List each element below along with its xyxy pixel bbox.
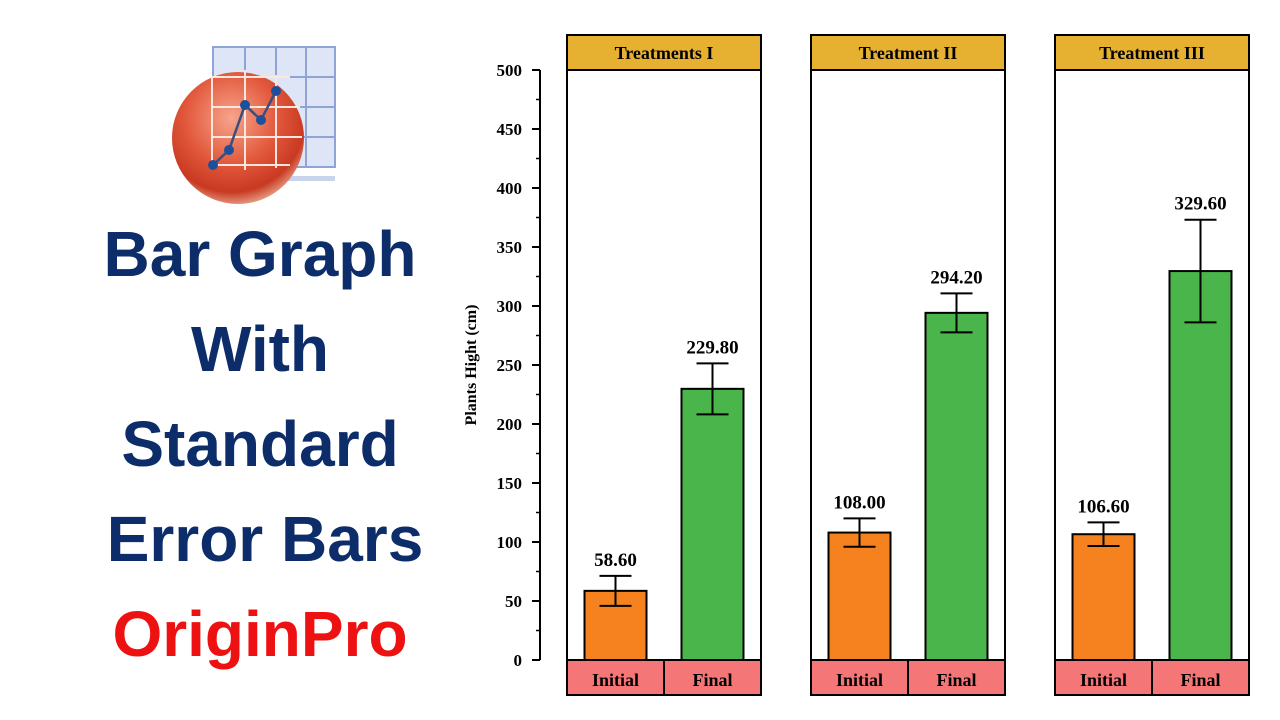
category-label: Initial [592, 670, 639, 690]
y-tick-label: 150 [497, 474, 523, 493]
bar-final [924, 311, 989, 661]
y-tick-label: 50 [505, 592, 522, 611]
y-tick-label: 400 [497, 179, 523, 198]
bar-initial [827, 531, 892, 661]
title-line-1: Bar Graph [103, 218, 417, 290]
data-label: 58.60 [594, 550, 637, 571]
panel-header [810, 34, 1006, 71]
y-tick-label: 300 [497, 297, 523, 316]
category-label: Final [1180, 670, 1220, 690]
category-cell [907, 659, 1006, 696]
y-tick-label: 500 [497, 61, 523, 80]
category-label: Initial [836, 670, 883, 690]
title-line-3: Standard [121, 408, 399, 480]
panel-header [1054, 34, 1250, 71]
y-tick-label: 100 [497, 533, 523, 552]
category-label: Final [692, 670, 732, 690]
y-tick-label: 250 [497, 356, 523, 375]
category-label: Final [936, 670, 976, 690]
category-label: Initial [1080, 670, 1127, 690]
originpro-logo-icon [172, 46, 336, 204]
bar-initial [1071, 533, 1136, 661]
y-tick-label: 200 [497, 415, 523, 434]
brand-title: OriginPro [112, 598, 408, 670]
data-label: 108.00 [833, 492, 885, 513]
panel-title: Treatment III [1099, 43, 1205, 63]
data-label: 294.20 [930, 267, 982, 288]
y-axis-label: Plants Hight (cm) [463, 305, 480, 426]
panel-header [566, 34, 762, 71]
title-line-4: Error Bars [106, 503, 424, 575]
data-label: 229.80 [686, 337, 738, 358]
panel-title: Treatments I [615, 43, 714, 63]
category-cell [810, 659, 909, 696]
y-tick-label: 0 [514, 651, 523, 670]
panel-title: Treatment II [859, 43, 958, 63]
data-label: 106.60 [1077, 496, 1129, 517]
bar-final [680, 387, 745, 661]
category-cell [1151, 659, 1250, 696]
y-tick-label: 450 [497, 120, 523, 139]
data-label: 329.60 [1174, 194, 1226, 215]
bar-final [1168, 270, 1233, 661]
y-tick-label: 350 [497, 238, 523, 257]
title-line-2: With [190, 313, 330, 385]
